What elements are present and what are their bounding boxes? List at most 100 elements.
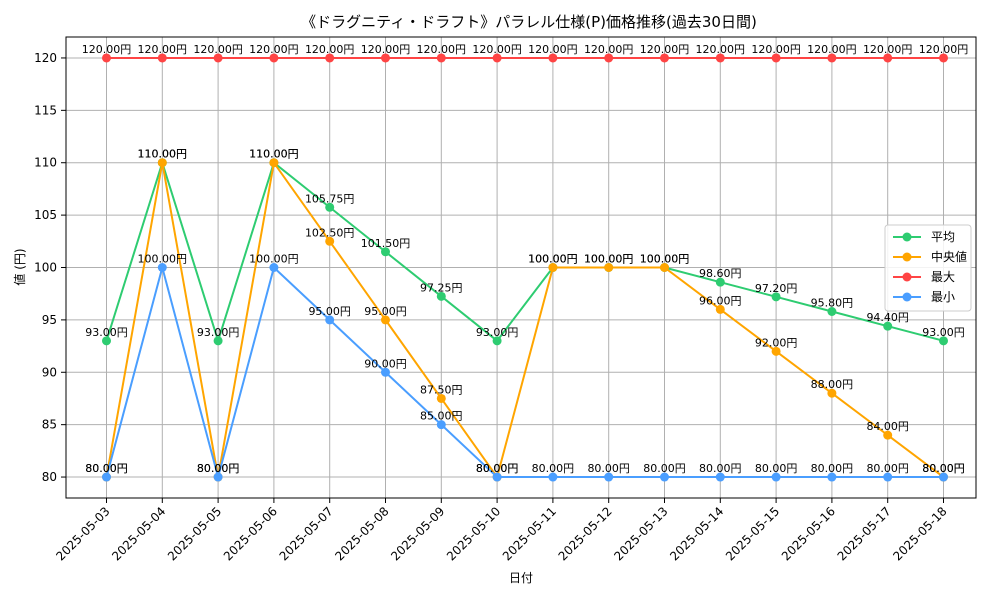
data-point xyxy=(269,53,279,63)
data-label: 96.00円 xyxy=(699,294,742,307)
data-label: 84.00円 xyxy=(866,420,909,433)
data-point xyxy=(492,336,502,346)
data-label: 100.00円 xyxy=(249,253,299,266)
data-point xyxy=(715,472,725,482)
data-label: 120.00円 xyxy=(863,43,913,56)
data-point xyxy=(381,315,390,325)
data-point xyxy=(660,472,669,482)
data-label: 80.00円 xyxy=(532,462,575,475)
data-label: 100.00円 xyxy=(138,253,188,266)
data-point xyxy=(827,388,837,398)
data-point xyxy=(548,263,558,272)
x-tick-label: 2025-05-18 xyxy=(890,504,949,563)
data-point xyxy=(325,236,335,246)
chart-title: 《ドラグニティ・ドラフト》パラレル仕様(P)価格推移(過去30日間) xyxy=(301,13,757,31)
y-tick-label: 100 xyxy=(34,261,57,275)
data-point xyxy=(492,472,502,482)
legend-marker xyxy=(902,272,912,282)
legend-marker xyxy=(902,292,912,302)
data-label: 100.00円 xyxy=(584,253,634,266)
data-point xyxy=(213,472,223,482)
data-point xyxy=(604,263,614,272)
data-point xyxy=(883,430,893,440)
data-label: 100.00円 xyxy=(640,253,690,266)
data-point xyxy=(771,472,781,482)
data-point xyxy=(102,336,111,346)
data-point xyxy=(939,472,948,482)
data-point xyxy=(436,393,446,403)
legend-marker xyxy=(902,232,912,242)
data-point xyxy=(213,336,223,346)
data-label: 80.00円 xyxy=(85,462,128,475)
y-tick-label: 110 xyxy=(34,156,57,170)
x-tick-label: 2025-05-06 xyxy=(221,504,280,563)
x-tick-label: 2025-05-13 xyxy=(611,504,670,563)
data-label: 80.00円 xyxy=(476,462,519,475)
data-label: 110.00円 xyxy=(138,148,188,161)
data-label: 100.00円 xyxy=(528,253,578,266)
data-point xyxy=(102,53,111,63)
grid xyxy=(66,37,976,498)
data-label: 120.00円 xyxy=(249,43,299,56)
x-tick-label: 2025-05-16 xyxy=(779,504,838,563)
data-point xyxy=(883,472,893,482)
y-axis: 80 85 90 95 100 105 110 115 120 xyxy=(34,51,66,484)
y-tick-label: 80 xyxy=(42,470,57,484)
y-tick-label: 115 xyxy=(34,103,57,117)
data-label: 90.00円 xyxy=(364,357,407,370)
legend-label: 平均 xyxy=(931,230,955,244)
data-label: 100.00円 xyxy=(584,253,634,266)
data-point xyxy=(715,304,725,314)
data-label: 80.00円 xyxy=(85,462,128,475)
data-point xyxy=(827,307,837,317)
data-point xyxy=(436,291,446,301)
data-label: 80.00円 xyxy=(476,462,519,475)
x-tick-label: 2025-05-05 xyxy=(165,504,224,563)
data-label: 120.00円 xyxy=(417,43,467,56)
data-label: 95.00円 xyxy=(308,305,351,318)
data-point xyxy=(157,53,167,63)
data-label: 102.50円 xyxy=(305,226,355,239)
x-tick-label: 2025-05-07 xyxy=(277,504,336,563)
data-point xyxy=(771,346,781,356)
data-point xyxy=(492,53,502,63)
y-tick-label: 105 xyxy=(34,208,57,222)
x-tick-label: 2025-05-17 xyxy=(835,504,894,563)
x-tick-label: 2025-05-03 xyxy=(53,504,112,563)
data-label: 120.00円 xyxy=(193,43,243,56)
data-point xyxy=(883,53,893,63)
data-label: 94.40円 xyxy=(866,311,909,324)
data-point xyxy=(883,321,893,331)
data-point xyxy=(715,53,725,63)
x-tick-label: 2025-05-12 xyxy=(556,504,615,563)
data-point xyxy=(771,53,781,63)
series-layer xyxy=(102,53,948,482)
data-point xyxy=(381,367,390,377)
series-line-3 xyxy=(105,263,944,481)
data-label: 95.00円 xyxy=(364,305,407,318)
data-label: 120.00円 xyxy=(584,43,634,56)
data-label: 110.00円 xyxy=(249,148,299,161)
data-label: 120.00円 xyxy=(528,43,578,56)
data-label: 80.00円 xyxy=(587,462,630,475)
data-label: 80.00円 xyxy=(866,462,909,475)
data-label: 80.00円 xyxy=(643,462,686,475)
x-tick-label: 2025-05-04 xyxy=(109,504,168,563)
data-point xyxy=(939,53,948,63)
x-axis: 2025-05-032025-05-042025-05-052025-05-06… xyxy=(53,498,950,563)
data-point xyxy=(269,263,279,272)
data-label: 120.00円 xyxy=(82,43,132,56)
data-label: 120.00円 xyxy=(919,43,969,56)
x-tick-label: 2025-05-14 xyxy=(667,504,726,563)
data-label: 80.00円 xyxy=(811,462,854,475)
data-label: 85.00円 xyxy=(420,410,463,423)
legend-label: 最大 xyxy=(931,270,955,284)
data-point xyxy=(827,53,837,63)
data-point xyxy=(325,202,335,212)
data-point xyxy=(548,472,558,482)
data-point xyxy=(827,472,837,482)
data-point xyxy=(715,277,725,287)
x-tick-label: 2025-05-15 xyxy=(723,504,782,563)
